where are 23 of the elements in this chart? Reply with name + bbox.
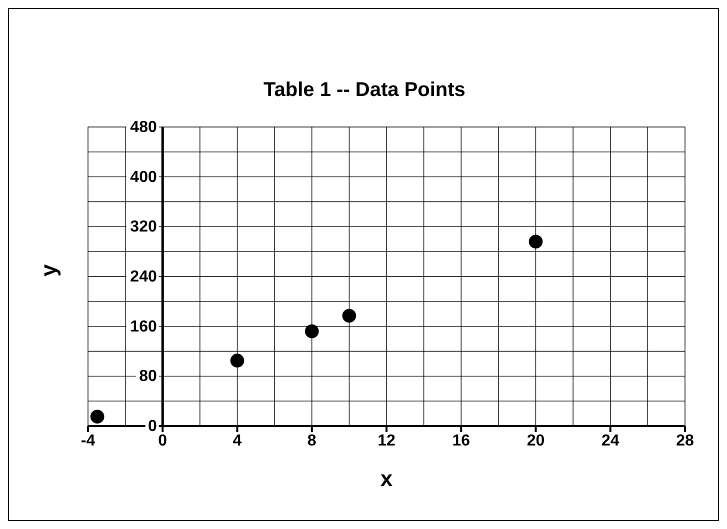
- point: [230, 354, 244, 368]
- point: [304, 324, 319, 338]
- chart-title: Table 1 -- Data Points: [262, 79, 466, 102]
- y-tick-label: 160: [130, 318, 157, 336]
- y-tick-label: 480: [130, 119, 157, 136]
- y-tick-label: 80: [139, 368, 157, 386]
- point: [342, 308, 356, 323]
- x-tick-label: 8: [307, 432, 316, 450]
- y-tick-label: 320: [130, 218, 157, 236]
- x-tick-label: 16: [452, 432, 470, 450]
- x-axis-title: x: [380, 466, 394, 491]
- y-axis-title: y: [36, 264, 61, 276]
- x-tick-label: 4: [232, 432, 242, 450]
- x-tick-label: 20: [526, 432, 545, 450]
- x-tick-label: -4: [80, 432, 96, 450]
- y-tick-label: 0: [148, 418, 157, 435]
- point: [90, 410, 104, 424]
- y-tick-label: 240: [130, 268, 157, 286]
- x-tick-label: 28: [676, 432, 694, 450]
- x-tick-label: 24: [601, 432, 620, 450]
- x-tick-label: 12: [378, 432, 396, 450]
- point: [528, 234, 543, 249]
- y-tick-label: 400: [130, 168, 157, 186]
